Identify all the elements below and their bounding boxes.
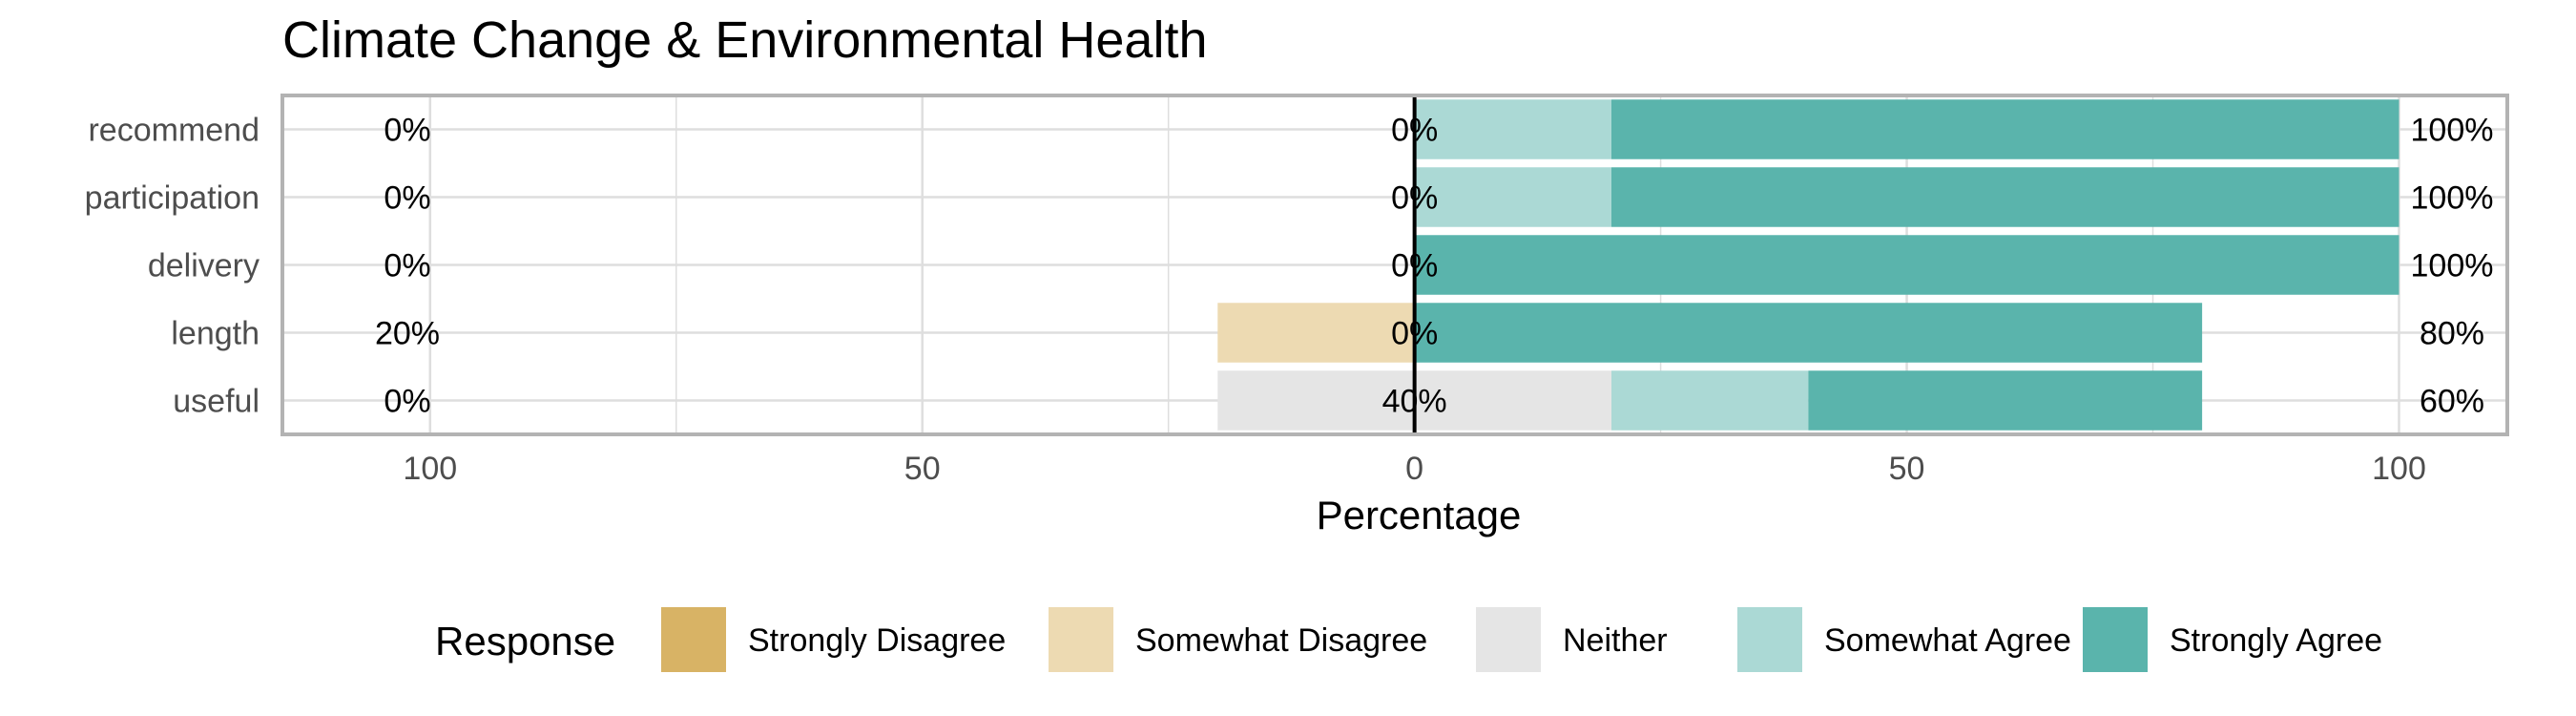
bar-participation-somewhat-agree — [1414, 167, 1612, 227]
left-percent-label: 0% — [384, 113, 430, 149]
x-tick-label: 50 — [1889, 451, 1925, 487]
right-percent-label: 80% — [2420, 316, 2484, 352]
center-percent-label: 40% — [1382, 384, 1447, 420]
legend-key-neither — [1474, 605, 1543, 674]
bar-length-strongly-agree — [1414, 303, 2203, 363]
legend-items: Strongly Disagree Somewhat Disagree Neithe… — [659, 605, 2382, 674]
center-percent-label: 0% — [1391, 113, 1438, 149]
bar-participation-strongly-agree — [1611, 167, 2399, 227]
x-tick-label: 100 — [2372, 451, 2426, 487]
x-tick-label: 100 — [403, 451, 457, 487]
bar-useful-neither — [1217, 370, 1415, 431]
right-percent-label: 100% — [2411, 113, 2494, 149]
bar-useful-strongly-agree — [1808, 370, 2203, 431]
left-percent-label: 0% — [384, 384, 430, 420]
center-percent-label: 0% — [1391, 316, 1438, 352]
category-label-length: length — [171, 316, 260, 352]
legend-label: Strongly Disagree — [748, 622, 1006, 659]
bar-layer — [1217, 99, 2399, 431]
bar-recommend-somewhat-agree — [1414, 99, 1612, 159]
center-percent-label: 0% — [1391, 248, 1438, 284]
left-percent-label: 20% — [375, 316, 440, 352]
legend-label: Somewhat Disagree — [1135, 622, 1427, 659]
chart-title: Climate Change & Environmental Health — [282, 11, 1208, 69]
legend: Response Strongly Disagree Somewhat Disag… — [435, 605, 2382, 674]
x-tick-labels: 100 50 0 50 100 — [403, 451, 2425, 487]
x-tick-label: 50 — [904, 451, 941, 487]
category-label-participation: participation — [85, 180, 260, 217]
left-percent-label: 0% — [384, 248, 430, 284]
category-label-delivery: delivery — [148, 248, 260, 284]
x-tick-label: 0 — [1405, 451, 1423, 487]
category-labels: recommend participation delivery length usef… — [85, 113, 260, 420]
bar-useful-neither — [1414, 370, 1612, 431]
category-label-recommend: recommend — [88, 113, 260, 149]
bar-length-somewhat-disagree — [1217, 303, 1415, 363]
category-label-useful: useful — [173, 384, 260, 420]
x-axis-title: Percentage — [1317, 493, 1522, 537]
legend-title: Response — [435, 619, 615, 663]
right-percent-label: 60% — [2420, 384, 2484, 420]
left-percent-label: 0% — [384, 180, 430, 217]
right-percent-label: 100% — [2411, 248, 2494, 284]
legend-key-strongly-disagree — [659, 605, 728, 674]
bar-useful-somewhat-agree — [1611, 370, 1809, 431]
legend-key-somewhat-disagree — [1047, 605, 1115, 674]
legend-label: Neither — [1563, 622, 1668, 659]
bar-recommend-strongly-agree — [1611, 99, 2399, 159]
bar-delivery-strongly-agree — [1414, 235, 2399, 295]
right-percent-label: 100% — [2411, 180, 2494, 217]
legend-label: Strongly Agree — [2170, 622, 2382, 659]
center-percent-label: 0% — [1391, 180, 1438, 217]
legend-label: Somewhat Agree — [1824, 622, 2071, 659]
bar-labels: 0% 0% 100% 0% 0% 100% 0% 0% 100% 20% 0% 80% 0% 40% 60% — [375, 113, 2494, 420]
legend-key-strongly-agree — [2081, 605, 2150, 674]
legend-key-somewhat-agree — [1735, 605, 1804, 674]
panel-border — [280, 94, 2509, 436]
